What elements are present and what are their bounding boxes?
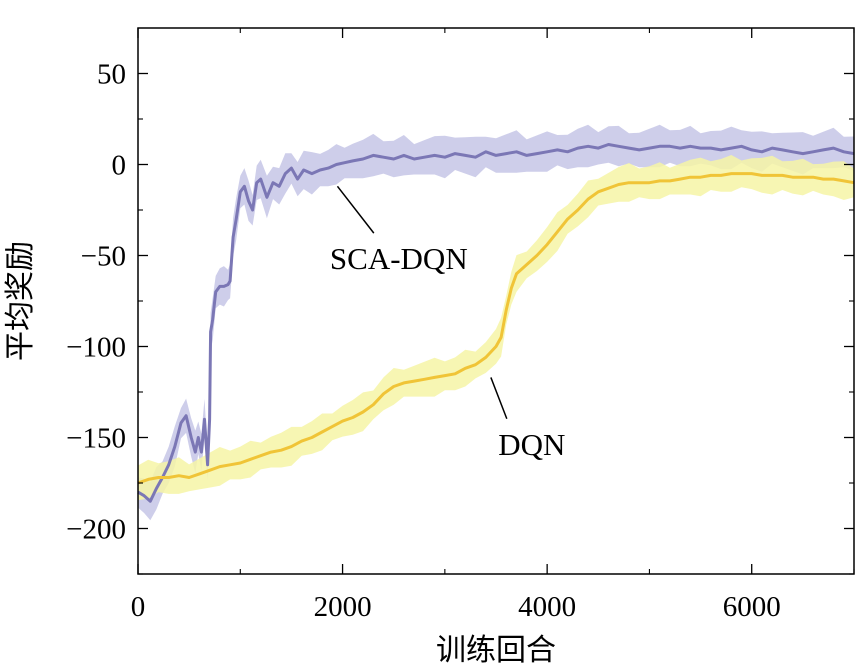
y-tick-label: 0 (112, 150, 127, 182)
annotations: SCA-DQN DQN (330, 185, 565, 462)
confidence-bands (138, 124, 854, 521)
tick-labels: 0 2000 4000 6000 50 0 −50 −100 −150 −200 (66, 59, 781, 624)
y-tick-label: −150 (66, 423, 126, 455)
x-tick-label: 2000 (314, 591, 372, 623)
plot-frame (137, 27, 855, 575)
dqn-annotation-label: DQN (498, 427, 565, 462)
x-axis-label: 训练回合 (436, 634, 556, 666)
axis-ticks (137, 28, 855, 575)
x-tick-label: 0 (131, 591, 146, 623)
sca-dqn-line (137, 143, 855, 503)
y-tick-label: 50 (97, 59, 126, 91)
sca-dqn-annotation-leader (336, 185, 375, 234)
series-lines (137, 143, 855, 503)
dqn-line (137, 172, 855, 485)
sca-dqn-annotation-label: SCA-DQN (330, 241, 468, 276)
x-tick-label: 4000 (518, 591, 576, 623)
dqn-band (138, 155, 854, 501)
y-axis-label: 平均奖励 (4, 241, 37, 361)
dqn-annotation-leader (490, 377, 508, 420)
y-tick-label: −200 (66, 514, 126, 546)
y-tick-label: −50 (81, 241, 126, 273)
y-tick-label: −100 (66, 332, 126, 364)
x-tick-label: 6000 (723, 591, 781, 623)
